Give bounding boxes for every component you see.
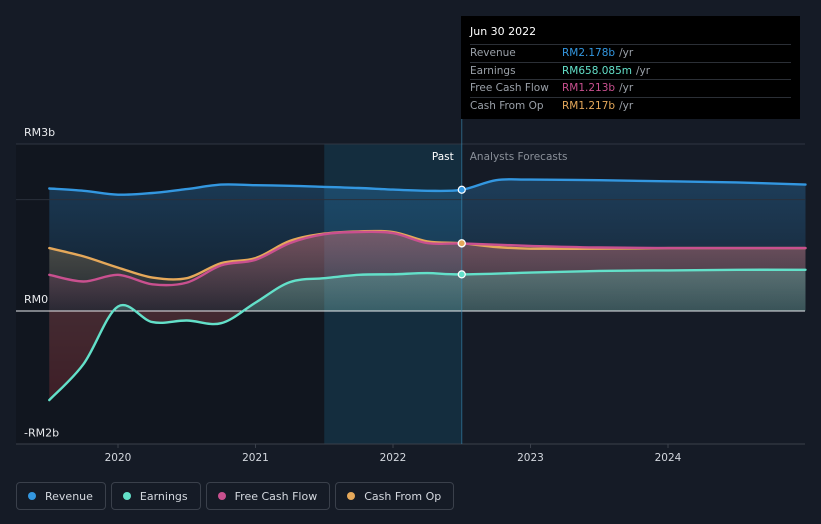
tooltip-unit: /yr [619,47,634,60]
legend-item-earnings[interactable]: Earnings [110,482,201,510]
tooltip-unit: /yr [619,99,634,112]
legend-item-revenue[interactable]: Revenue [16,482,106,510]
marker-cash-from-op [457,239,466,248]
tooltip-label: Cash From Op [470,99,544,112]
x-tick-label: 2023 [517,452,544,464]
legend-item-cash-from-op[interactable]: Cash From Op [335,482,455,510]
chart-labels: RM3b RM0 -RM2b 2020 2021 2022 2023 2024 Past Anal… [24,126,682,464]
tooltip-unit: /yr [636,64,651,77]
x-tick-label: 2022 [380,452,407,464]
tooltip-value: RM658.085m [562,64,633,77]
legend-dot-icon [122,492,131,500]
tooltip-label: Earnings [470,64,516,77]
tooltip-value: RM1.213b [562,82,616,95]
legend-item-free-cash-flow[interactable]: Free Cash Flow [205,482,331,510]
tooltip-row-revenue: Revenue RM2.178b /yr [470,44,791,62]
x-tick-label: 2020 [105,452,132,464]
forecast-label: Analysts Forecasts [470,151,568,163]
legend-label: Free Cash Flow [234,489,318,503]
legend-dot-icon [347,492,356,500]
x-tick-label: 2021 [242,452,269,464]
marker-earnings [457,270,466,279]
chart-lines [48,178,807,402]
series-line-earnings [48,268,807,402]
marker-revenue [457,185,466,194]
tooltip-date: Jun 30 2022 [470,25,537,38]
tooltip-label: Free Cash Flow [470,82,549,95]
series-line-revenue [48,178,807,196]
tooltip-row-cash-from-op: Cash From Op RM1.217b /yr [470,96,791,115]
legend-dot-icon [28,492,36,500]
tooltip-row-free-cash-flow: Free Cash Flow RM1.213b /yr [470,79,791,97]
tooltip: Jun 30 2022 Revenue RM2.178b /yr Earning… [461,16,800,119]
legend-label: Revenue [45,489,93,503]
y-tick-label: -RM2b [24,426,59,439]
legend-label: Cash From Op [364,489,442,503]
legend-dot-icon [217,492,226,500]
y-tick-label: RM3b [24,126,55,139]
tooltip-row-earnings: Earnings RM658.085m /yr [470,61,791,80]
series-line-free-cash-flow [48,230,807,287]
legend: Revenue Earnings Free Cash Flow Cash Fro… [16,482,455,510]
chart-areas [49,179,806,401]
tooltip-value: RM2.178b [562,47,616,60]
x-tick-label: 2024 [655,452,682,464]
legend-label: Earnings [139,489,188,503]
tooltip-label: Revenue [470,47,516,60]
series-area-earnings [49,269,806,401]
tooltip-value: RM1.217b [562,99,616,112]
y-tick-label: RM0 [24,293,48,306]
tooltip-unit: /yr [619,82,634,95]
past-label: Past [432,151,454,163]
